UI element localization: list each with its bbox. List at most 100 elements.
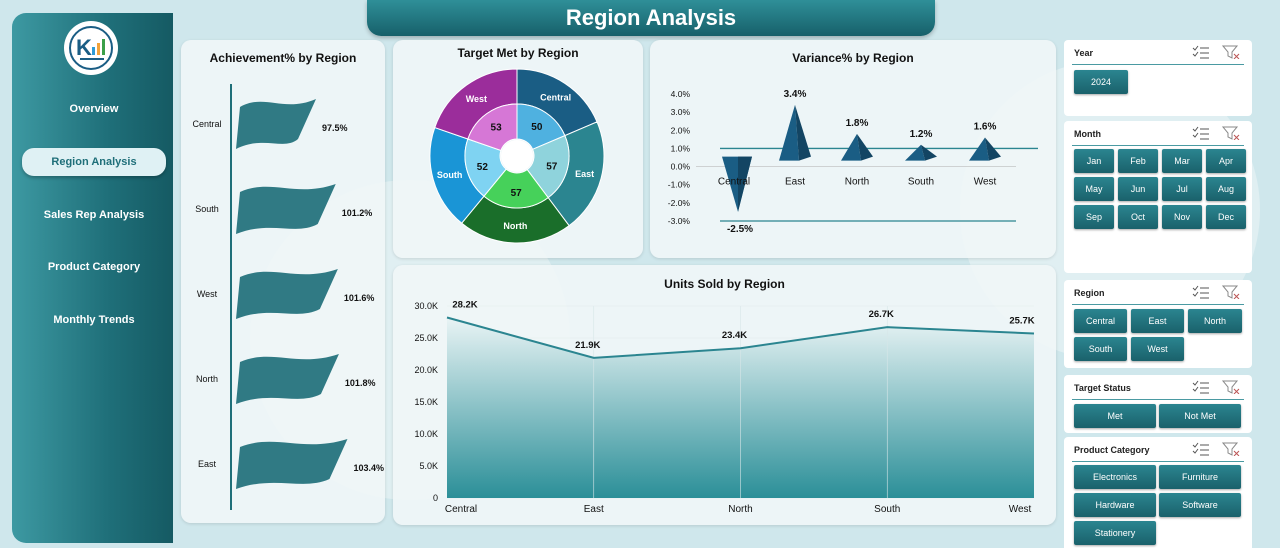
category-label: East (198, 459, 217, 469)
y-tick-label: 0.0% (671, 162, 691, 172)
svg-text:K: K (76, 35, 92, 60)
slicer-option-west[interactable]: West (1131, 337, 1184, 361)
x-tick-label: East (785, 177, 805, 188)
target-met-panel: Target Met by Region Central 50 East 57 Nort… (393, 40, 643, 258)
variance-panel: Variance% by Region 4.0% 3.0% 2.0% 1.0% 0.0%… (650, 40, 1056, 258)
y-tick-label: 15.0K (414, 397, 438, 407)
slicer-option-jul[interactable]: Jul (1162, 177, 1202, 201)
variance-chart: 4.0% 3.0% 2.0% 1.0% 0.0% -1.0% -2.0% -3.0% -2.5%… (668, 89, 1038, 235)
slicer-option-hardware[interactable]: Hardware (1074, 493, 1156, 517)
nav-product-category[interactable]: Product Category (47, 261, 141, 273)
slicer-option-south[interactable]: South (1074, 337, 1127, 361)
slicer-divider (1072, 461, 1244, 462)
slicer-title: Target Status (1074, 383, 1131, 393)
slicer-option-apr[interactable]: Apr (1206, 149, 1246, 173)
variance-bar-shade (921, 144, 937, 161)
slice-category-label: West (466, 94, 487, 104)
y-tick-label: 30.0K (414, 301, 438, 311)
x-tick-label: West (1009, 504, 1032, 515)
slicer-option-software[interactable]: Software (1159, 493, 1241, 517)
slice-category-label: Central (540, 93, 571, 103)
slicer-option-met[interactable]: Met (1074, 404, 1156, 428)
y-tick-label: 5.0K (419, 461, 438, 471)
data-label: 3.4% (784, 89, 807, 100)
y-tick-label: 10.0K (414, 429, 438, 439)
slicer-option-mar[interactable]: Mar (1162, 149, 1202, 173)
variance-bar (779, 104, 799, 161)
slicer-divider (1072, 145, 1244, 146)
achievement-bar (236, 269, 338, 319)
units-title: Units Sold by Region (664, 277, 785, 291)
achievement-bar (236, 184, 336, 234)
slicer-option-stationery[interactable]: Stationery (1074, 521, 1156, 545)
target-met-title: Target Met by Region (457, 46, 579, 60)
slicer-option-north[interactable]: North (1188, 309, 1242, 333)
y-tick-label: -1.0% (668, 180, 691, 190)
nav-sales-rep-analysis[interactable]: Sales Rep Analysis (43, 209, 145, 221)
y-tick-label: 0 (433, 493, 438, 503)
variance-title: Variance% by Region (792, 51, 914, 65)
category-label: North (196, 374, 218, 384)
slicer-option-jun[interactable]: Jun (1118, 177, 1158, 201)
month-slicer: Month Jan Feb Mar Apr May Jun Jul Aug Sep Oct Nov D… (1064, 121, 1252, 273)
slicer-option-may[interactable]: May (1074, 177, 1114, 201)
slicer-option-furniture[interactable]: Furniture (1159, 465, 1241, 489)
y-tick-label: 20.0K (414, 365, 438, 375)
slice-value-label: 52 (477, 162, 489, 173)
achievement-panel: Achievement% by Region Central 97.5% South… (181, 40, 385, 523)
multi-select-icon[interactable] (1192, 442, 1210, 461)
slicer-divider (1072, 399, 1244, 400)
slicer-option-feb[interactable]: Feb (1118, 149, 1158, 173)
company-logo-icon: K (64, 21, 118, 75)
slicer-option-central[interactable]: Central (1074, 309, 1127, 333)
nav-monthly-trends[interactable]: Monthly Trends (53, 314, 135, 326)
slicer-option-sep[interactable]: Sep (1074, 205, 1114, 229)
slice-category-label: South (437, 170, 463, 180)
multi-select-icon[interactable] (1192, 285, 1210, 304)
slice-value-label: 53 (491, 123, 503, 134)
data-label: 103.4% (353, 463, 384, 473)
slicer-option-2024[interactable]: 2024 (1074, 70, 1128, 94)
data-label: 1.2% (910, 129, 933, 140)
donut-hole (501, 140, 533, 172)
slicer-title: Product Category (1074, 445, 1150, 455)
clear-filter-icon[interactable] (1221, 380, 1240, 399)
variance-bar (841, 133, 861, 161)
nav-region-analysis[interactable]: Region Analysis (22, 148, 166, 176)
variance-bar-shade (857, 133, 873, 161)
achievement-title: Achievement% by Region (209, 51, 357, 65)
multi-select-icon[interactable] (1192, 45, 1210, 64)
slicer-option-nov[interactable]: Nov (1162, 205, 1202, 229)
achievement-chart: Central 97.5% South 101.2% West 101.6% North 10… (192, 84, 384, 510)
slice-value-label: 57 (511, 188, 523, 199)
x-tick-label: North (845, 177, 869, 188)
slicer-option-electronics[interactable]: Electronics (1074, 465, 1156, 489)
clear-filter-icon[interactable] (1221, 285, 1240, 304)
clear-filter-icon[interactable] (1221, 442, 1240, 461)
slicer-divider (1072, 64, 1244, 65)
donut-inner-slice (516, 103, 566, 150)
y-tick-label: 25.0K (414, 333, 438, 343)
slicer-option-aug[interactable]: Aug (1206, 177, 1246, 201)
y-tick-label: 4.0% (671, 89, 691, 99)
units-panel: Units Sold by Region 30.0K 25.0K 20.0K 15.0… (393, 265, 1056, 525)
clear-filter-icon[interactable] (1221, 45, 1240, 64)
data-label: 101.2% (342, 208, 373, 218)
clear-filter-icon[interactable] (1221, 126, 1240, 145)
slicer-option-not-met[interactable]: Not Met (1159, 404, 1241, 428)
x-tick-label: North (728, 504, 752, 515)
slicer-option-jan[interactable]: Jan (1074, 149, 1114, 173)
slicer-option-dec[interactable]: Dec (1206, 205, 1246, 229)
slicer-option-east[interactable]: East (1131, 309, 1184, 333)
nav-overview[interactable]: Overview (69, 103, 119, 115)
multi-select-icon[interactable] (1192, 126, 1210, 145)
sidebar: K Overview Region Analysis Sales Rep Ana… (12, 13, 173, 543)
multi-select-icon[interactable] (1192, 380, 1210, 399)
slice-value-label: 57 (546, 161, 558, 172)
category-label: Central (192, 119, 221, 129)
slicer-title: Month (1074, 129, 1101, 139)
slicer-option-oct[interactable]: Oct (1118, 205, 1158, 229)
x-tick-label: South (908, 177, 934, 188)
units-chart: 30.0K 25.0K 20.0K 15.0K 10.0K 5.0K 0 28.2K Centr… (414, 300, 1034, 515)
y-tick-label: -3.0% (668, 216, 691, 226)
